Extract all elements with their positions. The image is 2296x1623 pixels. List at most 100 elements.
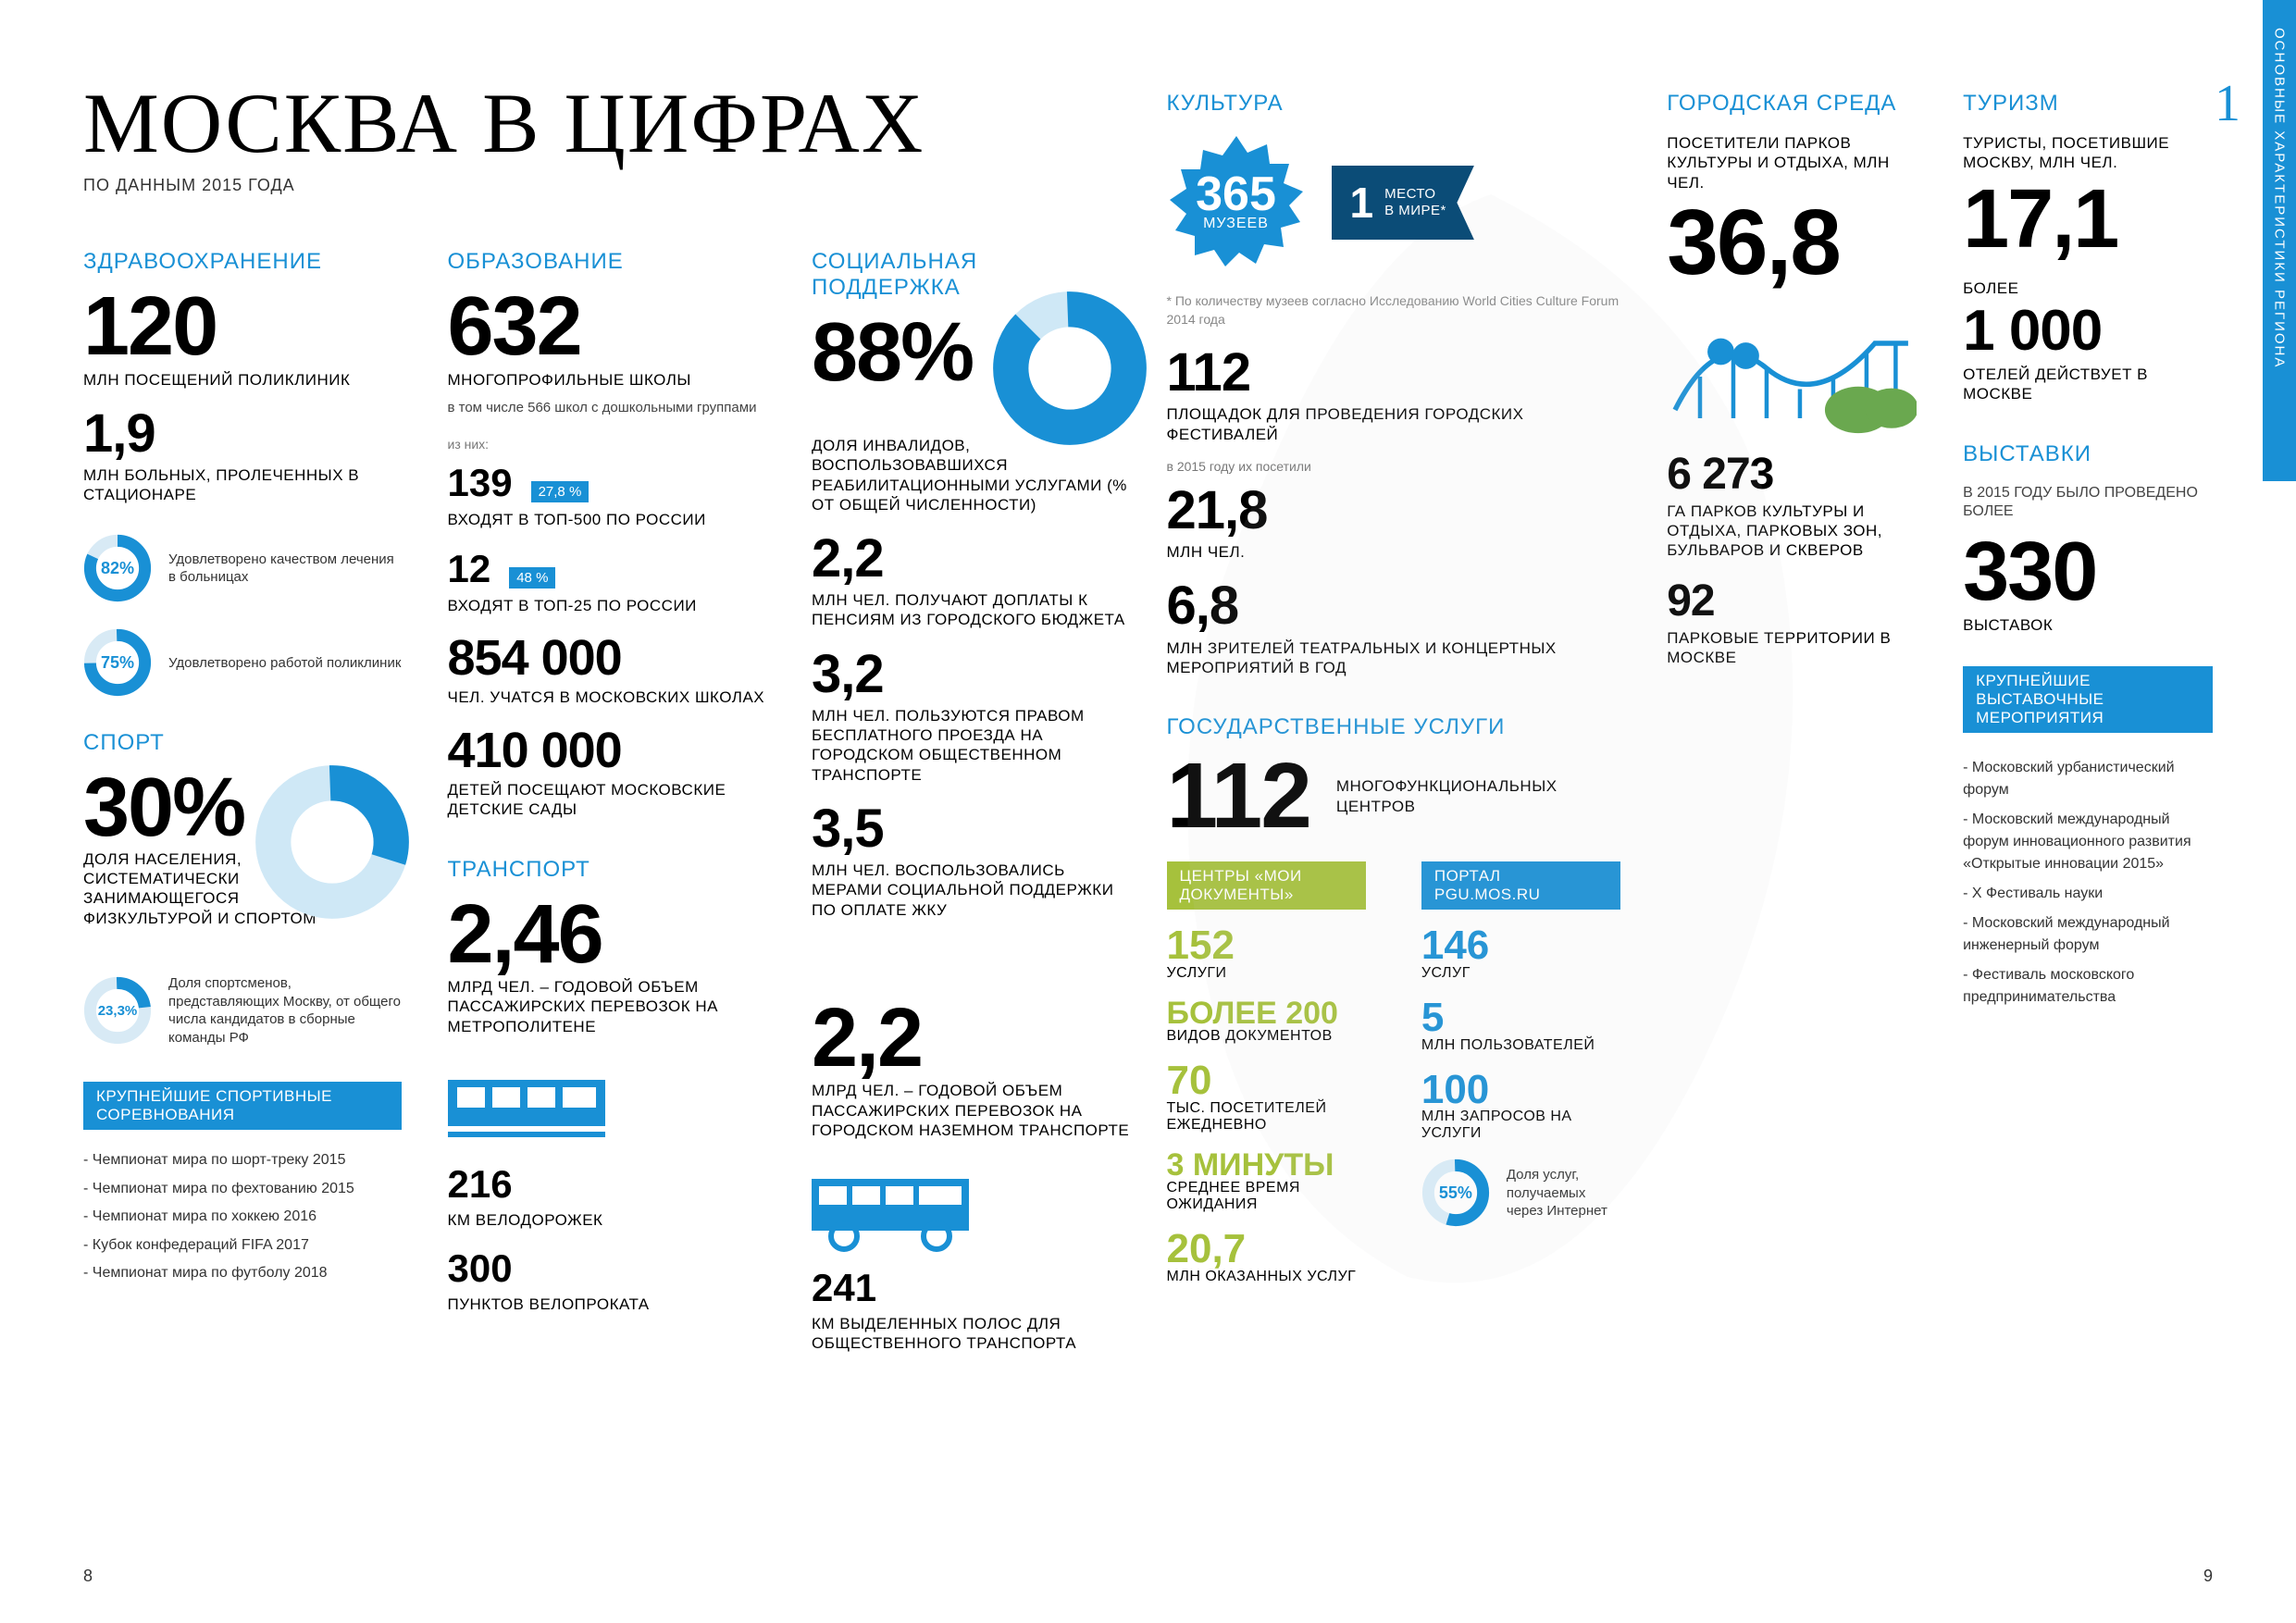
sport-events-header: КРУПНЕЙШИЕ СПОРТИВНЫЕ СОРЕВНОВАНИЯ [83, 1082, 402, 1130]
edu-top25-pct: 48 % [509, 567, 555, 588]
social-pct-label: ДОЛЯ ИНВАЛИДОВ, ВОСПОЛЬЗОВАВШИХСЯ РЕАБИЛ… [812, 436, 1130, 514]
page-spread: МОСКВА В ЦИФРАХ ПО ДАННЫМ 2015 ГОДА ЗДРА… [0, 0, 2296, 1623]
docs-n0: 152 [1167, 926, 1366, 965]
social-zhku-num: 3,5 [812, 805, 1130, 853]
portal-tag: ПОРТАЛ PGU.MOS.RU [1421, 861, 1620, 910]
rank-txt1: МЕСТО [1384, 186, 1446, 203]
hotels-num: 1 000 [1963, 305, 2213, 357]
theatre-label: МЛН ЗРИТЕЛЕЙ ТЕАТРАЛЬНЫХ И КОНЦЕРТНЫХ МЕ… [1167, 638, 1621, 678]
docs-l2: ТЫС. ПОСЕТИТЕЛЕЙ ЕЖЕДНЕВНО [1167, 1100, 1366, 1134]
exhib-events-header: КРУПНЕЙШИЕ ВЫСТАВОЧНЫЕ МЕРОПРИЯТИЯ [1963, 666, 2213, 733]
park-visitors-num: 36,8 [1667, 204, 1917, 282]
health-donut2-text: 75% [83, 628, 152, 697]
urban-prelabel: ПОСЕТИТЕЛИ ПАРКОВ КУЛЬТУРЫ И ОТДЫХА, МЛН… [1667, 133, 1917, 192]
bus-lanes-num: 241 [812, 1270, 1130, 1307]
fest-visitors-num: 21,8 [1167, 487, 1621, 535]
docs-n4: 20,7 [1167, 1230, 1366, 1269]
exhib-event: - Московский международный инженерный фо… [1963, 912, 2213, 957]
museum-badge: 365 МУЗЕЕВ [1167, 133, 1306, 272]
health-donut2-label: Удовлетворено работой поликлиник [168, 654, 401, 673]
metro-num: 2,46 [448, 899, 766, 971]
edu-schools: 632 [448, 291, 766, 363]
portal-donut-label: Доля услуг, получаемых через Интернет [1507, 1166, 1620, 1220]
docs-n2: 70 [1167, 1061, 1366, 1100]
social-free-ride-num: 3,2 [812, 650, 1130, 699]
urban-header: ГОРОДСКАЯ СРЕДА [1667, 91, 1917, 117]
bike-rent-num: 300 [448, 1250, 766, 1287]
edu-pupils-label: ЧЕЛ. УЧАТСЯ В МОСКОВСКИХ ШКОЛАХ [448, 688, 766, 707]
social-free-ride-label: МЛН ЧЕЛ. ПОЛЬЗУЮТСЯ ПРАВОМ БЕСПЛАТНОГО П… [812, 706, 1130, 785]
portal-n0: 146 [1421, 926, 1620, 965]
health-donut1-label: Удовлетворено качеством лечения в больни… [168, 551, 402, 587]
hotels-label: ОТЕЛЕЙ ДЕЙСТВУЕТ В МОСКВЕ [1963, 365, 2213, 404]
sport-donut-label: Доля спортсменов, представляющих Москву,… [168, 974, 402, 1047]
health-hospital-num: 1,9 [83, 410, 402, 458]
docs-l0: УСЛУГИ [1167, 965, 1366, 982]
metro-label: МЛРД ЧЕЛ. – ГОДОВОЙ ОБЪЕМ ПАССАЖИРСКИХ П… [448, 977, 766, 1036]
docs-l4: МЛН ОКАЗАННЫХ УСЛУГ [1167, 1269, 1366, 1285]
tourism-header: ТУРИЗМ [1963, 91, 2213, 117]
tourists-num: 17,1 [1963, 184, 2213, 255]
main-title: МОСКВА В ЦИФРАХ [83, 74, 1130, 172]
social-zhku-label: МЛН ЧЕЛ. ВОСПОЛЬЗОВАЛИСЬ МЕРАМИ СОЦИАЛЬН… [812, 861, 1130, 920]
sport-event: - Кубок конфедераций FIFA 2017 [83, 1232, 402, 1259]
edu-kinder: 410 000 [448, 728, 766, 774]
sport-event: - Чемпионат мира по шорт-треку 2015 [83, 1146, 402, 1174]
health-donut1-text: 82% [83, 534, 152, 602]
col-health-sport: ЗДРАВООХРАНЕНИЕ 120 МЛН ПОСЕЩЕНИЙ ПОЛИКЛ… [83, 232, 402, 1366]
park-terr-num: 92 [1667, 581, 1917, 621]
fest-sites-num: 112 [1167, 349, 1621, 397]
portal-n1: 5 [1421, 998, 1620, 1037]
col-tourism-exhib: ТУРИЗМ ТУРИСТЫ, ПОСЕТИВШИЕ МОСКВУ, МЛН Ч… [1963, 74, 2213, 1302]
portal-donut: 55% [1421, 1158, 1490, 1227]
bike-lanes-label: КМ ВЕЛОДОРОЖЕК [448, 1210, 766, 1230]
health-donut1-row: 82% Удовлетворено качеством лечения в бо… [83, 534, 402, 602]
parks-area-label: ГА ПАРКОВ КУЛЬТУРЫ И ОТДЫХА, ПАРКОВЫХ ЗО… [1667, 502, 1917, 561]
tourism-prelabel: ТУРИСТЫ, ПОСЕТИВШИЕ МОСКВУ, МЛН ЧЕЛ. [1963, 133, 2213, 173]
portal-column: ПОРТАЛ PGU.MOS.RU 146 УСЛУГ 5 МЛН ПОЛЬЗО… [1421, 861, 1620, 1236]
edu-top500-pct: 27,8 % [531, 481, 590, 502]
edu-of-them: из них: [448, 437, 766, 452]
health-clinic-visits: 120 [83, 291, 402, 363]
health-clinic-label: МЛН ПОСЕЩЕНИЙ ПОЛИКЛИНИК [83, 370, 402, 390]
edu-pupils: 854 000 [448, 636, 766, 681]
col-culture-gov: КУЛЬТУРА 365 МУЗЕЕВ 1 МЕСТО В МИРЕ* [1167, 74, 1621, 1302]
sport-donut-text: 23,3% [83, 976, 152, 1045]
exhib-label: ВЫСТАВОК [1963, 615, 2213, 635]
sport-ring-icon [254, 763, 411, 921]
docs-n1: БОЛЕЕ 200 [1167, 998, 1366, 1028]
culture-footnote: * По количеству музеев согласно Исследов… [1167, 292, 1621, 328]
museum-label: МУЗЕЕВ [1203, 216, 1269, 232]
social-ring-icon [991, 290, 1148, 447]
right-page: КУЛЬТУРА 365 МУЗЕЕВ 1 МЕСТО В МИРЕ* [1167, 74, 2214, 1567]
col-education-transport: ОБРАЗОВАНИЕ 632 МНОГОПРОФИЛЬНЫЕ ШКОЛЫ в … [448, 232, 766, 1366]
transport-header: ТРАНСПОРТ [448, 857, 766, 883]
edu-top500-label: ВХОДЯТ В ТОП-500 ПО РОССИИ [448, 510, 766, 529]
left-page: МОСКВА В ЦИФРАХ ПО ДАННЫМ 2015 ГОДА ЗДРА… [83, 74, 1130, 1567]
sport-event: - Чемпионат мира по фехтованию 2015 [83, 1175, 402, 1203]
metro-icon [448, 1066, 605, 1149]
portal-n2: 100 [1421, 1071, 1620, 1109]
bike-lanes-num: 216 [448, 1166, 766, 1203]
health-hospital-label: МЛН БОЛЬНЫХ, ПРОЛЕЧЕННЫХ В СТАЦИОНАРЕ [83, 465, 402, 505]
docs-tag: ЦЕНТРЫ «МОИ ДОКУМЕНТЫ» [1167, 861, 1366, 910]
health-donut1: 82% [83, 534, 152, 602]
portal-l2: МЛН ЗАПРОСОВ НА УСЛУГИ [1421, 1109, 1620, 1142]
bus-lanes-label: КМ ВЫДЕЛЕННЫХ ПОЛОС ДЛЯ ОБЩЕСТВЕННОГО ТР… [812, 1314, 1130, 1354]
sport-header: СПОРТ [83, 730, 402, 756]
fest-sites-label: ПЛОЩАДОК ДЛЯ ПРОВЕДЕНИЯ ГОРОДСКИХ ФЕСТИВ… [1167, 404, 1621, 444]
exhib-event: - Фестиваль московского предпринимательс… [1963, 964, 2213, 1009]
rank-num: 1 [1350, 178, 1374, 228]
health-header: ЗДРАВООХРАНЕНИЕ [83, 249, 402, 275]
sport-event: - Чемпионат мира по футболу 2018 [83, 1259, 402, 1287]
docs-n3: 3 МИНУТЫ [1167, 1150, 1366, 1180]
portal-l0: УСЛУГ [1421, 965, 1620, 982]
exhib-event: - Московский урбанистический форум [1963, 757, 2213, 801]
rollercoaster-icon [1667, 299, 1917, 438]
exhib-event: - Московский международный форум инновац… [1963, 809, 2213, 875]
gov-header: ГОСУДАРСТВЕННЫЕ УСЛУГИ [1167, 714, 1621, 740]
edu-top25-label: ВХОДЯТ В ТОП-25 ПО РОССИИ [448, 596, 766, 615]
park-terr-label: ПАРКОВЫЕ ТЕРРИТОРИИ В МОСКВЕ [1667, 628, 1917, 668]
bus-label: МЛРД ЧЕЛ. – ГОДОВОЙ ОБЪЕМ ПАССАЖИРСКИХ П… [812, 1081, 1130, 1140]
sport-event: - Чемпионат мира по хоккею 2016 [83, 1203, 402, 1231]
